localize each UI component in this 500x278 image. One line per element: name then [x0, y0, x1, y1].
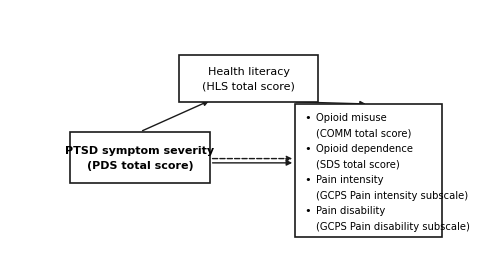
- Text: Pain intensity: Pain intensity: [316, 175, 384, 185]
- FancyArrowPatch shape: [296, 101, 364, 106]
- FancyBboxPatch shape: [179, 55, 318, 102]
- Text: (GCPS Pain intensity subscale): (GCPS Pain intensity subscale): [316, 191, 468, 201]
- FancyArrowPatch shape: [142, 101, 208, 131]
- FancyArrowPatch shape: [212, 161, 290, 165]
- Text: PTSD symptom severity: PTSD symptom severity: [66, 146, 214, 156]
- FancyArrowPatch shape: [212, 156, 290, 161]
- Text: •: •: [304, 206, 312, 216]
- FancyBboxPatch shape: [295, 104, 442, 237]
- FancyBboxPatch shape: [70, 132, 210, 183]
- Text: (PDS total score): (PDS total score): [86, 161, 194, 171]
- Text: (SDS total score): (SDS total score): [316, 160, 400, 170]
- Text: Opioid dependence: Opioid dependence: [316, 144, 414, 154]
- Text: •: •: [304, 175, 312, 185]
- Text: •: •: [304, 144, 312, 154]
- Text: •: •: [304, 113, 312, 123]
- Text: Health literacy: Health literacy: [208, 67, 290, 77]
- Text: (COMM total score): (COMM total score): [316, 129, 412, 139]
- Text: (GCPS Pain disability subscale): (GCPS Pain disability subscale): [316, 222, 470, 232]
- Text: Pain disability: Pain disability: [316, 206, 386, 216]
- Text: Opioid misuse: Opioid misuse: [316, 113, 387, 123]
- Text: (HLS total score): (HLS total score): [202, 82, 295, 92]
